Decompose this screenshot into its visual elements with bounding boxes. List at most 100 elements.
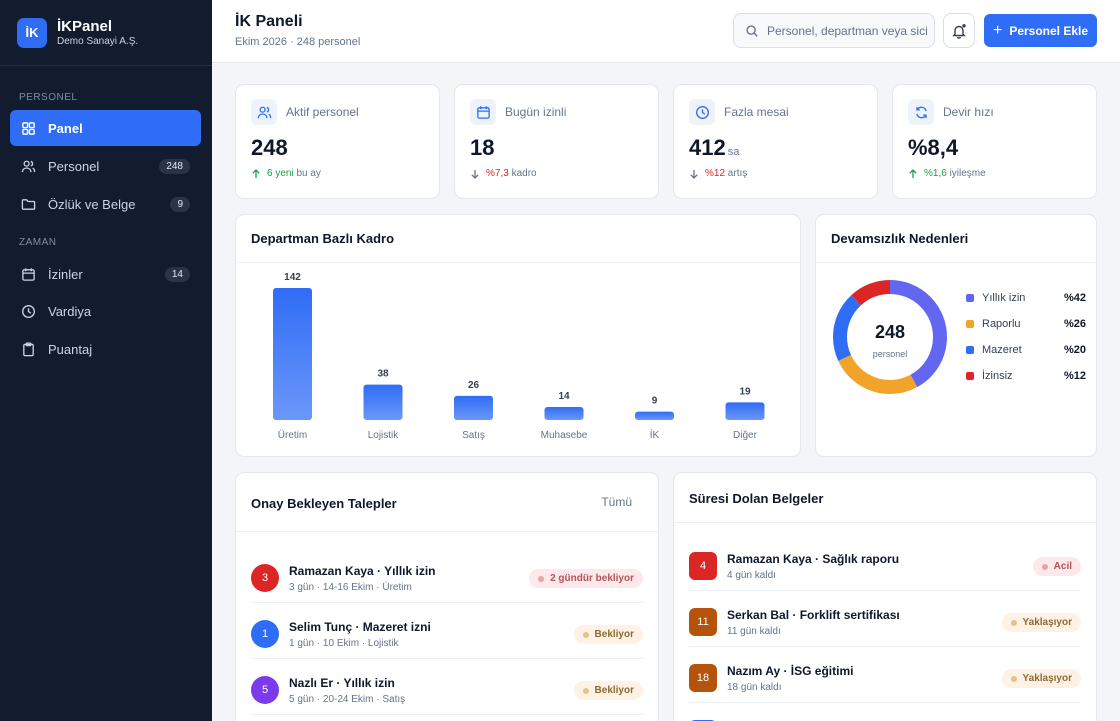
status-badge: Bekliyor xyxy=(573,681,643,700)
bar-satış xyxy=(454,395,493,420)
document-title: Ramazan Kaya · Sağlık raporu xyxy=(727,552,900,566)
bar-value-label: 38 xyxy=(377,369,389,380)
request-title: Nazlı Er · Yıllık izin xyxy=(289,676,395,690)
department-chart-card: Departman Bazlı Kadro 142 Üretim 38 Lojisti… xyxy=(235,214,801,457)
sidebar-item-panel[interactable]: Panel xyxy=(10,110,201,146)
bar-value-label: 26 xyxy=(468,380,480,391)
kpi-label: Bugün izinli xyxy=(505,105,567,119)
days-badge: 11 xyxy=(689,608,717,636)
category-tick-label: Üretim xyxy=(278,429,307,441)
document-row[interactable]: 11 Serkan Bal · Forklift sertifikası 11 … xyxy=(689,591,1081,647)
kpi-card-fazla-mesai: Fazla mesai 412 sa %12 artış xyxy=(673,84,878,199)
document-row[interactable]: 4 Ramazan Kaya · Sağlık raporu 4 gün kal… xyxy=(689,535,1081,591)
legend-swatch xyxy=(966,294,974,302)
kpi-value: 412 sa xyxy=(689,135,740,160)
request-detail: 1 gün · 10 Ekim · Lojistik xyxy=(289,638,399,649)
days-badge: 4 xyxy=(689,552,717,580)
donut-center-label: personel xyxy=(873,349,908,359)
request-title: Selim Tunç · Mazeret izni xyxy=(289,620,431,634)
request-title: Ramazan Kaya · Yıllık izin xyxy=(289,564,436,578)
kpi-card-aktif: Aktif personel 248 6 yeni bu ay xyxy=(235,84,440,199)
avatar: 5 xyxy=(251,676,279,704)
kpi-value: %8,4 xyxy=(908,135,959,160)
category-tick-label: Diğer xyxy=(733,430,758,441)
absence-donut-chart: 248 personel xyxy=(833,280,947,394)
kpi-delta: %7,3 kadro xyxy=(470,168,537,179)
legend-swatch xyxy=(966,320,974,328)
clipboard-icon xyxy=(23,341,34,356)
section-title: Süresi Dolan Belgeler xyxy=(689,491,824,506)
status-badge: Bekliyor xyxy=(573,625,643,644)
sidebar-item-personel[interactable]: Personel 248 xyxy=(10,148,201,184)
sidebar-item-label: İzinler xyxy=(48,266,83,282)
legend-swatch xyxy=(966,346,974,354)
chart-title: Devamsızlık Nedenleri xyxy=(831,231,969,246)
arrow-down-icon xyxy=(471,169,479,179)
folder-icon xyxy=(21,198,36,210)
kpi-delta: %1,6 iyileşme xyxy=(908,168,986,179)
users-icon xyxy=(21,160,36,172)
users-icon xyxy=(251,99,277,125)
notifications-button[interactable] xyxy=(943,13,975,48)
clock-icon xyxy=(689,99,715,125)
request-row[interactable]: 1 Selim Tunç · Mazeret izni 1 gün · 10 E… xyxy=(251,603,643,659)
bar-value-label: 14 xyxy=(558,391,570,402)
status-badge: 2 gündür bekliyor xyxy=(529,569,643,588)
sidebar-item-ozluk[interactable]: Özlük ve Belge 9 xyxy=(10,186,201,222)
count-badge: 14 xyxy=(164,266,190,282)
bell-icon xyxy=(952,23,966,39)
kpi-delta: %12 artış xyxy=(689,168,747,179)
bar-i̇k xyxy=(635,411,674,420)
brand: İK İKPanel Demo Sanayi A.Ş. xyxy=(0,0,212,66)
search-box[interactable] xyxy=(733,13,935,48)
request-detail: 3 gün · 14-16 Ekim · Üretim xyxy=(289,582,412,593)
sidebar-item-label: Panel xyxy=(48,120,83,136)
kpi-value: 18 xyxy=(470,135,495,160)
sidebar-item-label: Özlük ve Belge xyxy=(48,196,136,212)
document-detail: 11 gün kaldı xyxy=(727,626,781,637)
bar-value-label: 19 xyxy=(739,386,751,397)
section-title: Onay Bekleyen Talepler xyxy=(251,496,397,511)
document-detail: 4 gün kaldı xyxy=(727,570,776,581)
bar-lojistik xyxy=(363,384,403,420)
section-title-personel: PERSONEL xyxy=(19,92,78,103)
sidebar-item-puantaj[interactable]: Puantaj xyxy=(10,331,201,367)
category-tick-label: Lojistik xyxy=(368,430,400,441)
request-row[interactable]: 3 Ramazan Kaya · Yıllık izin 3 gün · 14-… xyxy=(251,547,643,603)
bar-üretim xyxy=(273,288,312,420)
sidebar: İK İKPanel Demo Sanayi A.Ş. PERSONEL Pan… xyxy=(0,0,212,721)
see-all-link[interactable]: Tümü xyxy=(601,495,632,509)
kpi-label: Fazla mesai xyxy=(724,105,789,119)
legend-item: Mazeret %20 xyxy=(966,344,1086,356)
document-title: Serkan Bal · Forklift sertifikası xyxy=(727,608,900,622)
status-badge: Yaklaşıyor xyxy=(1001,613,1081,632)
legend-item: İzinsiz %12 xyxy=(966,370,1086,382)
donut-slice-2 xyxy=(833,280,947,394)
avatar: 1 xyxy=(251,620,279,648)
bar-diğer xyxy=(725,402,765,420)
kpi-label: Aktif personel xyxy=(286,105,359,119)
chart-title: Departman Bazlı Kadro xyxy=(251,231,395,246)
bar-value-label: 142 xyxy=(284,272,301,283)
donut-slice-3 xyxy=(833,280,947,394)
sidebar-item-vardiya[interactable]: Vardiya xyxy=(10,293,201,329)
pending-requests-card: Onay Bekleyen Talepler Tümü 3 Ramazan Ka… xyxy=(235,472,659,721)
document-row[interactable]: 18 Nazım Ay · İSG eğitimi 18 gün kaldı Y… xyxy=(689,647,1081,703)
bar-value-label: 9 xyxy=(652,396,658,407)
calendar-icon xyxy=(470,99,496,125)
category-tick-label: Muhasebe xyxy=(541,430,588,441)
arrow-up-icon xyxy=(252,168,260,178)
calendar-icon xyxy=(22,267,35,281)
request-row[interactable]: 5 Nazlı Er · Yıllık izin 5 gün · 20-24 E… xyxy=(251,659,643,715)
search-input[interactable] xyxy=(767,23,927,38)
add-employee-button[interactable]: + Personel Ekle xyxy=(984,14,1097,47)
header: İK Paneli Ekim 2026 · 248 personel + Per… xyxy=(212,0,1120,63)
days-badge: 18 xyxy=(689,664,717,692)
refresh-icon xyxy=(908,99,934,125)
sidebar-item-label: Personel xyxy=(48,158,100,174)
clock-icon xyxy=(22,304,35,318)
legend-item: Yıllık izin %42 xyxy=(966,292,1086,304)
sidebar-item-izinler[interactable]: İzinler 14 xyxy=(10,256,201,292)
brand-name: İKPanel xyxy=(57,18,113,35)
kpi-delta: 6 yeni bu ay xyxy=(251,168,321,179)
